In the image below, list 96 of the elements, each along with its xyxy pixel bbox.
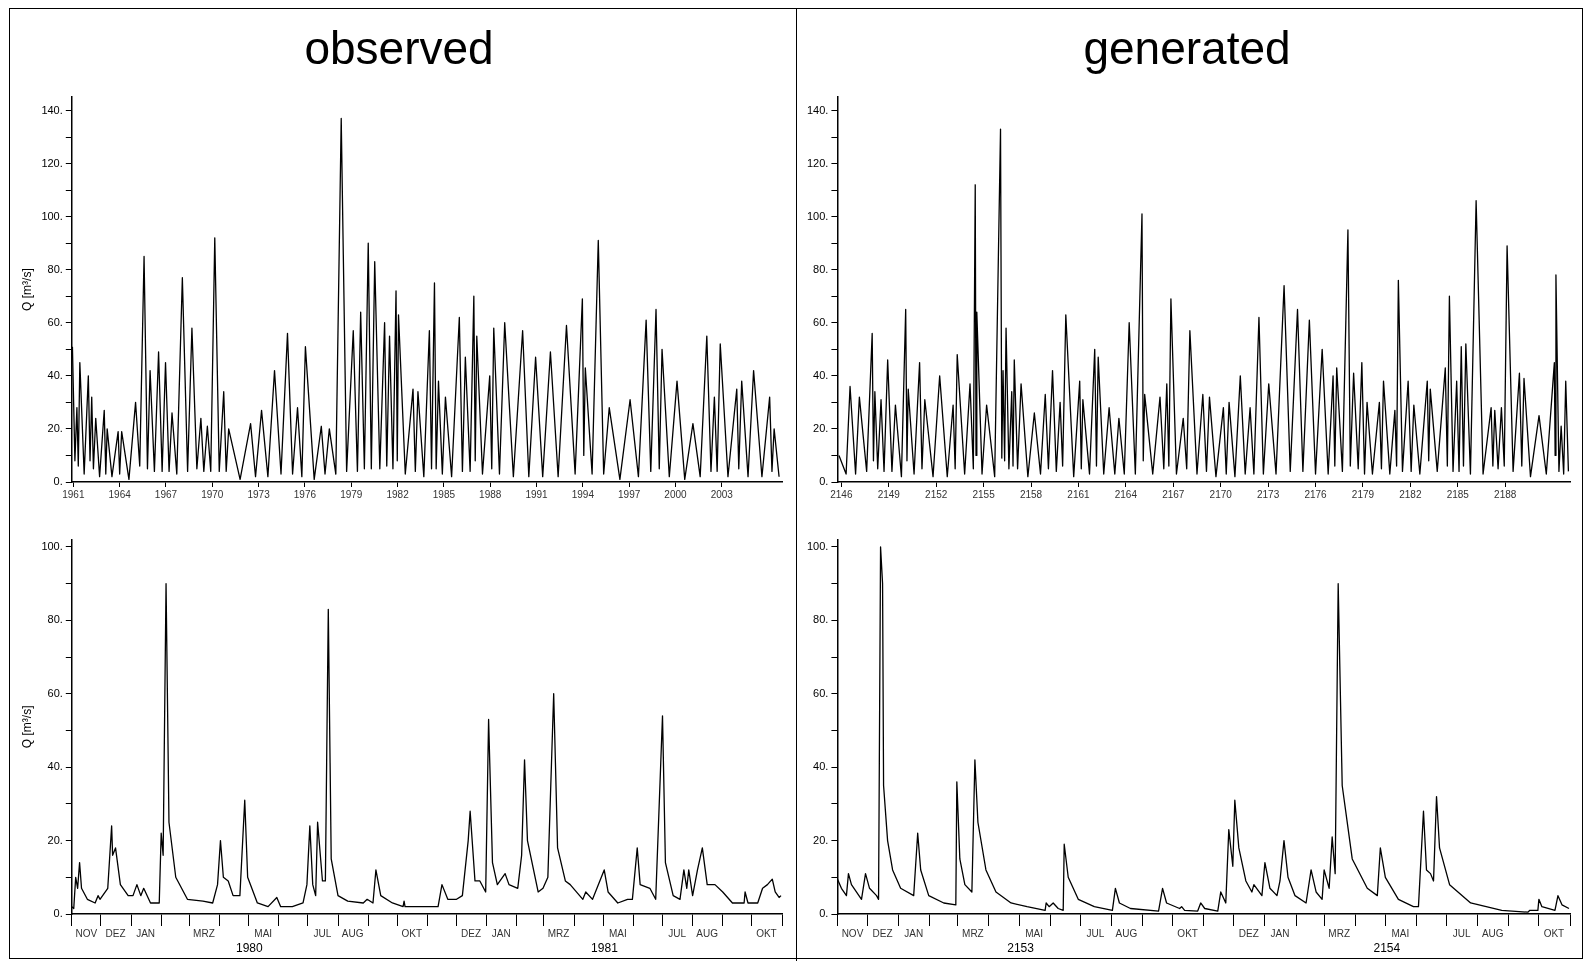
x-tick-label: MRZ [962,927,984,939]
x-tick-label: JAN [136,927,156,939]
x-tick-label: 1991 [525,488,549,500]
x-tick-label: 2161 [1067,488,1090,500]
x-tick-label: 1976 [293,488,317,500]
x-tick-label: MAI [254,927,273,939]
x-tick-label: 2185 [1446,488,1470,500]
x-tick-label: DEZ [105,927,126,939]
x-tick-label: 2179 [1351,488,1375,500]
x-tick-label: AUG [696,927,719,939]
y-tick-label: 80. [813,613,829,626]
x-tick-label: DEZ [461,927,482,939]
x-tick-label: MAI [1025,927,1043,939]
x-tick-label: 1961 [62,488,85,500]
y-tick-label: 100. [806,539,829,552]
y-tick-label: 40. [47,760,63,773]
y-tick-label: 100. [806,209,829,222]
chart-title: observed [304,22,494,75]
x-tick-label: JAN [491,927,511,939]
x-tick-label: 2167 [1162,488,1185,500]
x-tick-label: JUL [1452,927,1471,939]
x-tick-label: MRZ [193,927,215,939]
x-tick-label: 1970 [201,488,224,500]
x-tick-label: 1982 [386,488,410,500]
y-tick-label: 100. [41,539,63,552]
x-tick-label: MRZ [547,927,570,939]
x-tick-label: JAN [1270,927,1290,939]
x-tick-label: OKT [1177,927,1198,939]
x-tick-label: AUG [1115,927,1138,939]
x-tick-label: 2152 [925,488,948,500]
x-tick-label: 1973 [247,488,271,500]
x-tick-label: NOV [75,927,98,939]
x-tick-label: 2188 [1494,488,1517,500]
x-tick-label: 1967 [154,488,178,500]
y-tick-label: 100. [41,209,63,222]
x-tick-label: 2176 [1304,488,1328,500]
y-tick-label: 20. [47,421,63,434]
y-axis-title: Q [m³/s] [19,705,34,749]
x-tick-label: 2164 [1114,488,1138,500]
x-tick-label: OKT [401,927,423,939]
y-tick-label: 20. [813,833,829,846]
x-tick-label: NOV [841,927,864,939]
x-tick-label: MAI [1391,927,1410,939]
x-tick-label: OKT [1543,927,1565,939]
x-tick-label: JUL [668,927,687,939]
y-tick-label: 120. [41,156,63,169]
x-tick-label: 1997 [618,488,641,500]
text: 1980 [236,941,264,956]
x-tick-label: MAI [608,927,627,939]
y-tick-label: 140. [41,103,63,116]
x-tick-label: 1985 [432,488,456,500]
chart-title: generated [1083,22,1291,75]
x-tick-label: 2000 [664,488,688,500]
x-tick-label: AUG [341,927,364,939]
x-tick-label: 2155 [972,488,996,500]
x-tick-label: OKT [756,927,777,939]
x-tick-label: 2173 [1256,488,1280,500]
y-tick-label: 0. [819,475,829,488]
y-tick-label: 60. [813,315,829,328]
y-tick-label: 140. [806,103,829,116]
x-tick-label: DEZ [872,927,893,939]
y-tick-label: 0. [53,907,63,920]
y-tick-label: 0. [53,475,63,488]
y-tick-label: 20. [47,833,63,846]
x-tick-label: JUL [313,927,332,939]
y-axis-title: Q [m³/s] [19,268,34,311]
x-tick-label: 2003 [710,488,734,500]
x-tick-label: MRZ [1328,927,1351,939]
y-tick-label: 0. [819,907,829,920]
x-tick-label: JAN [904,927,924,939]
y-tick-label: 80. [47,262,63,275]
y-tick-label: 80. [813,262,829,275]
x-tick-label: JUL [1086,927,1105,939]
x-tick-label: 1994 [571,488,595,500]
y-tick-label: 120. [806,156,829,169]
y-tick-label: 20. [813,421,829,434]
x-tick-label: 1964 [108,488,132,500]
x-tick-label: AUG [1481,927,1504,939]
y-tick-label: 60. [47,315,63,328]
text: 1981 [591,941,619,956]
x-tick-label: 2149 [877,488,901,500]
x-tick-label: 1988 [479,488,502,500]
x-tick-label: 2158 [1019,488,1043,500]
x-tick-label: 1979 [340,488,363,500]
y-tick-label: 40. [813,760,829,773]
text: 2153 [1007,941,1035,956]
x-tick-label: 2146 [830,488,853,500]
y-tick-label: 40. [47,368,63,381]
x-tick-label: DEZ [1238,927,1259,939]
x-tick-label: 2170 [1209,488,1233,500]
y-tick-label: 60. [813,686,829,699]
y-tick-label: 80. [47,613,63,626]
text: 2154 [1373,941,1401,956]
y-tick-label: 40. [813,368,829,381]
y-tick-label: 60. [47,686,63,699]
x-tick-label: 2182 [1399,488,1422,500]
